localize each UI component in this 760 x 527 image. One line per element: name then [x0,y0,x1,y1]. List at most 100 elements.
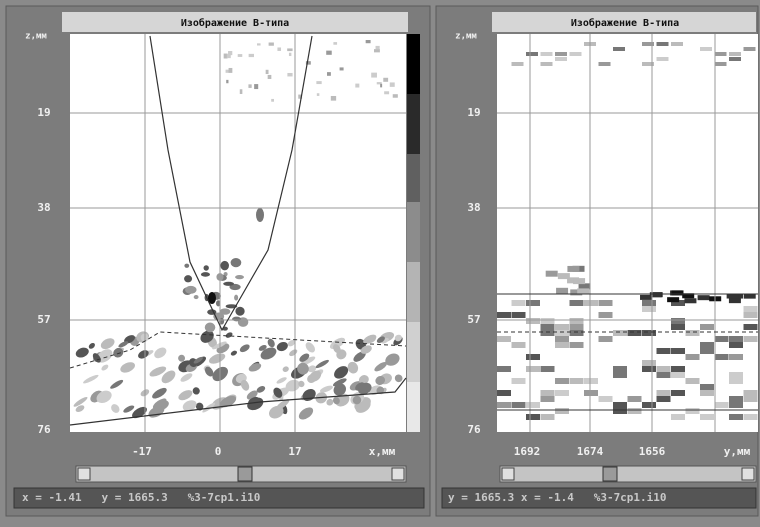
z-tick-label: 57 [467,313,480,326]
echo-blob [371,73,377,78]
status-text: x = -1.41 y = 1665.3 %3-7cp1.i10 [22,491,260,504]
scroll-left-button[interactable] [78,468,90,480]
scroll-right-button[interactable] [392,468,404,480]
h-tick-label: -17 [132,445,152,458]
echo-blob [584,390,598,396]
echo-blob [512,402,526,408]
echo-blob [584,300,598,306]
scroll-thumb[interactable] [603,467,617,481]
echo-blob [205,323,216,333]
scale-step [407,34,420,94]
z-tick-label: 76 [467,423,481,436]
echo-blob [657,57,669,61]
echo-blob [248,84,251,88]
echo-blob [729,52,741,56]
z-tick-label: 19 [37,106,50,119]
scroll-left-button[interactable] [502,468,514,480]
echo-blob [729,298,741,303]
echo-blob [234,295,238,301]
echo-blob [686,330,700,336]
echo-blob [570,318,584,324]
echo-blob [194,295,199,299]
echo-blob [226,80,228,83]
echo-blob [613,330,627,336]
echo-blob [744,396,758,402]
echo-blob [729,342,743,348]
echo-blob [497,366,511,372]
echo-blob [642,360,656,366]
echo-blob [729,396,743,402]
echo-blob [657,348,671,354]
echo-blob [686,354,700,360]
echo-blob [497,390,511,396]
echo-blob [573,278,585,284]
echo-blob [327,72,331,76]
echo-blob [700,384,714,390]
echo-blob [613,408,627,414]
echo-blob [667,297,679,302]
echo-blob [613,372,627,378]
echo-blob [541,62,553,66]
echo-blob [642,306,656,312]
echo-blob [271,99,274,102]
z-tick-label: 57 [37,313,50,326]
scroll-right-button[interactable] [742,468,754,480]
echo-blob [526,354,540,360]
echo-blob [558,273,570,279]
echo-blob [570,52,582,56]
echo-blob [355,84,359,88]
echo-blob [226,70,229,73]
echo-blob [686,378,700,384]
echo-blob [331,96,336,101]
echo-blob [700,47,712,51]
echo-blob [555,390,569,396]
h-tick-label: 1674 [577,445,604,458]
echo-blob [266,70,269,74]
echo-blob [184,264,189,268]
echo-blob [555,52,567,56]
echo-blob [277,47,281,50]
right-window: Изображение B-типа z,мм 19 38 57 76 1692… [436,6,758,516]
echo-blob [317,93,320,96]
echo-blob [512,342,526,348]
echo-blob [700,414,714,420]
h-axis-label: y,мм [724,445,751,458]
echo-blob [541,396,555,402]
scrollbar[interactable] [500,466,756,482]
echo-blob [642,366,656,372]
echo-blob [657,42,669,46]
echo-blob [374,49,380,52]
echo-blob [497,336,511,342]
echo-blob [686,408,700,414]
echo-blob [546,271,558,277]
h-tick-label: 1692 [514,445,541,458]
z-tick-label: 76 [37,423,51,436]
echo-blob [567,266,579,272]
panel-title: Изображение B-типа [181,17,289,29]
echo-blob [700,390,714,396]
echo-blob [249,54,254,57]
color-scale [407,34,420,432]
echo-blob [613,366,627,372]
echo-blob [642,300,656,306]
echo-blob [269,42,274,45]
h-axis-label: x,мм [369,445,396,458]
z-tick-label: 19 [467,106,480,119]
echo-blob [390,82,395,86]
echo-blob [671,290,683,295]
echo-blob [700,348,714,354]
echo-blob [570,330,584,336]
scroll-thumb[interactable] [238,467,252,481]
echo-blob [671,348,685,354]
echo-blob [671,372,685,378]
echo-blob [512,62,524,66]
echo-blob [223,282,234,286]
echo-blob [599,312,613,318]
echo-blob [526,402,540,408]
echo-blob [235,307,244,316]
echo-blob [729,414,743,420]
echo-blob [512,312,526,318]
echo-blob [555,342,569,348]
echo-blob [541,330,555,336]
echo-blob [383,78,388,82]
